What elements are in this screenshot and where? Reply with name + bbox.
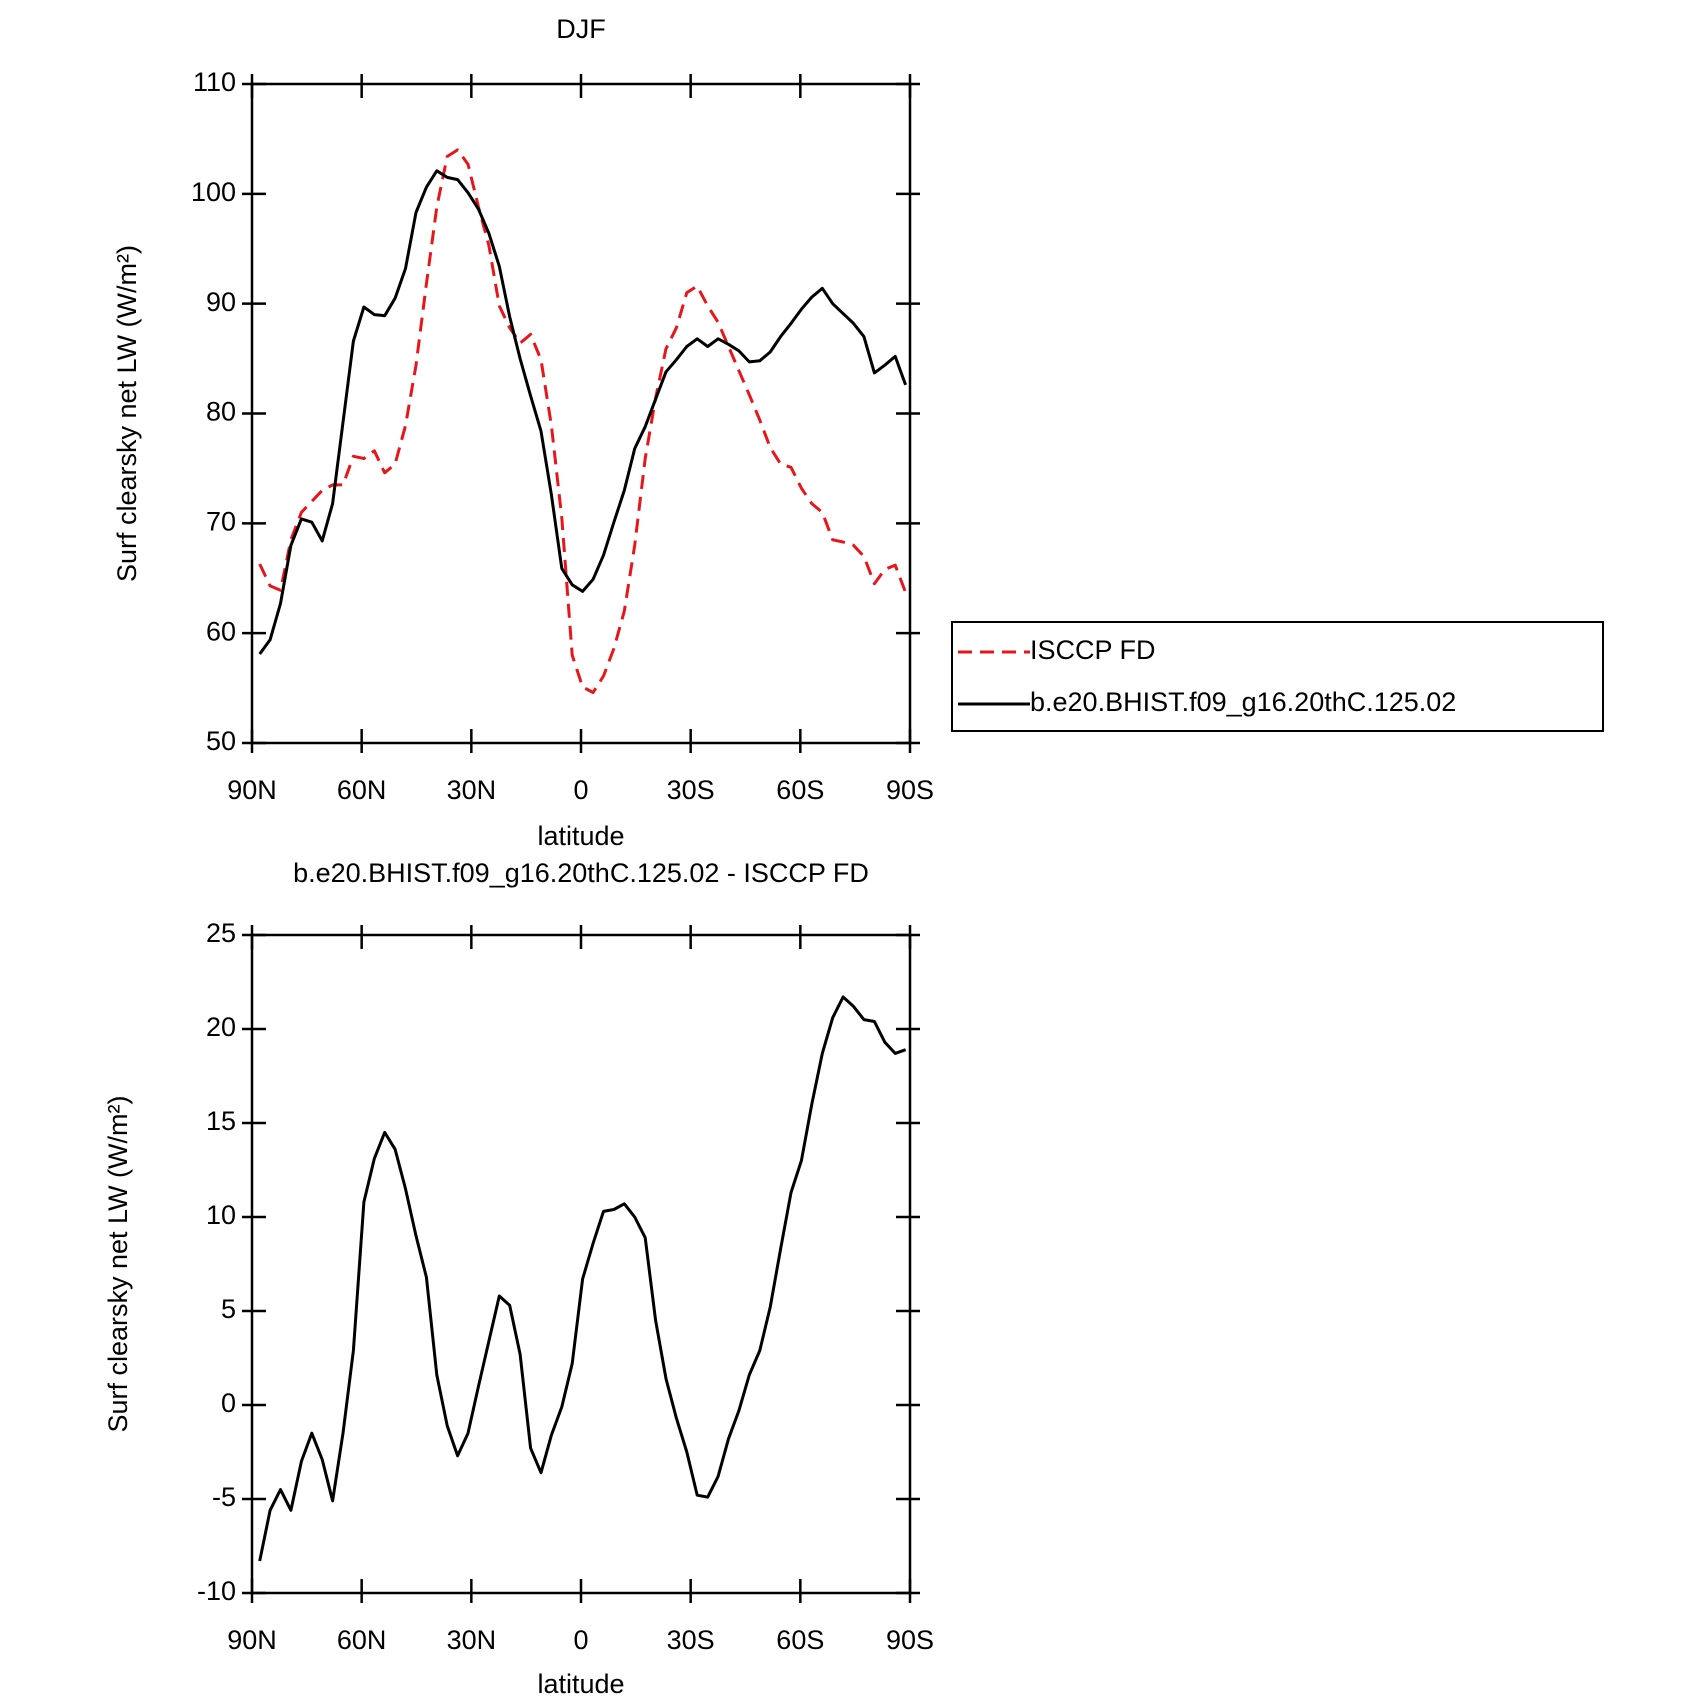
x-tick-label: 30N bbox=[447, 775, 497, 805]
x-axis-label: latitude bbox=[537, 1669, 624, 1699]
legend-label: b.e20.BHIST.f09_g16.20thC.125.02 bbox=[1030, 687, 1456, 717]
chart-title: b.e20.BHIST.f09_g16.20thC.125.02 - ISCCP… bbox=[293, 858, 869, 888]
series-line bbox=[258, 148, 908, 694]
y-tick-label: 20 bbox=[206, 1012, 236, 1042]
y-tick-label: 90 bbox=[206, 287, 236, 317]
x-tick-label: 30S bbox=[667, 1625, 715, 1655]
y-tick-label: -10 bbox=[197, 1576, 236, 1606]
x-tick-label: 90N bbox=[227, 775, 277, 805]
y-tick-label: 100 bbox=[191, 177, 236, 207]
legend-label: ISCCP FD bbox=[1030, 635, 1156, 665]
legend-box bbox=[951, 621, 1604, 732]
y-tick-label: 0 bbox=[221, 1388, 236, 1418]
y-tick-label: 50 bbox=[206, 726, 236, 756]
series-line bbox=[258, 169, 908, 655]
chart-title: DJF bbox=[556, 14, 606, 44]
x-tick-label: 30S bbox=[667, 775, 715, 805]
y-axis-label: Surf clearsky net LW (W/m²) bbox=[103, 1095, 133, 1432]
plot-frame bbox=[250, 82, 912, 745]
x-tick-label: 60N bbox=[337, 775, 387, 805]
x-tick-label: 90S bbox=[886, 1625, 934, 1655]
y-tick-label: 25 bbox=[206, 918, 236, 948]
x-tick-label: 30N bbox=[447, 1625, 497, 1655]
x-tick-label: 90N bbox=[227, 1625, 277, 1655]
y-tick-label: 80 bbox=[206, 397, 236, 427]
x-tick-label: 0 bbox=[573, 1625, 588, 1655]
y-tick-label: 110 bbox=[193, 67, 236, 97]
y-tick-label: -5 bbox=[212, 1482, 236, 1512]
y-tick-label: 70 bbox=[206, 506, 236, 536]
y-tick-label: 15 bbox=[206, 1106, 236, 1136]
x-tick-label: 60S bbox=[776, 775, 824, 805]
x-axis-label: latitude bbox=[537, 821, 624, 851]
x-tick-label: 60S bbox=[776, 1625, 824, 1655]
series-line bbox=[258, 995, 907, 1562]
y-axis-label: Surf clearsky net LW (W/m²) bbox=[112, 245, 142, 582]
y-tick-label: 60 bbox=[206, 616, 236, 646]
x-tick-label: 0 bbox=[573, 775, 588, 805]
y-tick-label: 5 bbox=[221, 1294, 236, 1324]
y-tick-label: 10 bbox=[206, 1200, 236, 1230]
x-tick-label: 60N bbox=[337, 1625, 387, 1655]
plot-frame bbox=[250, 933, 912, 1595]
x-tick-label: 90S bbox=[886, 775, 934, 805]
